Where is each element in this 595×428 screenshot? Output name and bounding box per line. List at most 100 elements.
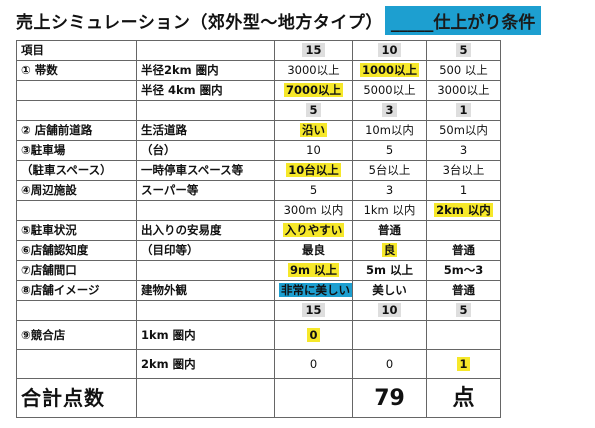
row-sub: （目印等） <box>136 240 275 261</box>
row-label-empty <box>16 349 137 379</box>
total-label: 合計点数 <box>16 378 137 418</box>
cell-highlight: 沿い <box>300 123 327 137</box>
row-sub-empty <box>136 300 275 321</box>
row-label: ④周辺施設 <box>16 180 137 201</box>
row-sub: 半径 4km 圏内 <box>136 80 275 101</box>
cell: 3台以上 <box>426 160 501 181</box>
total-empty <box>274 378 353 418</box>
cell: 10m以内 <box>352 120 427 141</box>
title-highlight-text: _____仕上がり条件 <box>390 12 536 33</box>
score: 1 <box>456 103 471 117</box>
cell: 0 <box>352 349 427 379</box>
cell: 3000以上 <box>274 60 353 81</box>
row-sub-empty <box>136 260 275 281</box>
row-label: ⑦店舗間口 <box>16 260 137 281</box>
cell: 50m以内 <box>426 120 501 141</box>
page-title: 売上シミュレーション（郊外型～地方タイプ） <box>16 12 383 33</box>
cell-highlight: 7000以上 <box>283 83 343 97</box>
cell-highlight: 9m 以上 <box>288 263 339 277</box>
cell: 普通 <box>426 240 501 261</box>
header-score-2: 10 <box>378 43 401 57</box>
cell: 500 以上 <box>426 60 501 81</box>
score: 3 <box>382 103 397 117</box>
cell <box>426 220 501 241</box>
total-empty <box>136 378 275 418</box>
cell: 1km 以内 <box>352 200 427 221</box>
table-row: ⑨競合店 1km 圏内 0 <box>16 320 501 350</box>
cell: 普通 <box>426 280 501 301</box>
cell: 0 <box>274 349 353 379</box>
row-sub-empty <box>136 100 275 121</box>
cell-highlight: 10台以上 <box>286 163 341 177</box>
cell: 5m～3 <box>426 260 501 281</box>
table-row: 300m 以内 1km 以内 2km 以内 <box>16 200 501 221</box>
cell: 5000以上 <box>352 80 427 101</box>
score: 5 <box>306 103 321 117</box>
cell-highlight-blue: 非常に美しい <box>279 283 352 297</box>
row-label-empty <box>16 200 137 221</box>
score: 1 <box>426 180 501 201</box>
cell: 美しい <box>352 280 427 301</box>
cell-highlight: 入りやすい <box>282 223 345 237</box>
row-sub: 半径2km 圏内 <box>136 60 275 81</box>
title-highlight: _____仕上がり条件 <box>384 5 542 35</box>
table-row: 5 3 1 <box>16 100 501 121</box>
header-empty <box>136 40 275 61</box>
cell: 5m 以上 <box>352 260 427 281</box>
table-row: 半径 4km 圏内 7000以上 5000以上 3000以上 <box>16 80 501 101</box>
total-unit: 点 <box>426 378 501 418</box>
table-row: ⑧店舗イメージ 建物外観 非常に美しい 美しい 普通 <box>16 280 501 301</box>
row-label: ⑨競合店 <box>16 320 137 350</box>
header-score-3: 5 <box>456 43 471 57</box>
cell: 300m 以内 <box>274 200 353 221</box>
cell-highlight: 1000以上 <box>359 63 419 77</box>
score: 5 <box>456 303 471 317</box>
row-label: （駐車スペース） <box>16 160 137 181</box>
row-label: ③駐車場 <box>16 140 137 161</box>
row-sub: スーパー等 <box>136 180 275 201</box>
table-row: （駐車スペース） 一時停車スペース等 10台以上 5台以上 3台以上 <box>16 160 501 181</box>
table-row: ⑤駐車状況 出入りの安易度 入りやすい 普通 <box>16 220 501 241</box>
header-label: 項目 <box>16 40 137 61</box>
table-row: ④周辺施設 スーパー等 5 3 1 <box>16 180 501 201</box>
cell: 3000以上 <box>426 80 501 101</box>
cell <box>352 320 427 350</box>
table-row: ⑦店舗間口 9m 以上 5m 以上 5m～3 <box>16 260 501 281</box>
simulation-table: 項目 15 10 5 ① 帯数 半径2km 圏内 3000以上 1000以上 5… <box>16 40 501 418</box>
table-row: ⑥店舗認知度 （目印等） 最良 良 普通 <box>16 240 501 261</box>
row-sub: 1km 圏内 <box>136 320 275 350</box>
score: 10 <box>378 303 401 317</box>
row-sub: 出入りの安易度 <box>136 220 275 241</box>
cell <box>426 320 501 350</box>
row-label-empty <box>16 300 137 321</box>
score: 3 <box>426 140 501 161</box>
score: 5 <box>274 180 353 201</box>
row-sub: 2km 圏内 <box>136 349 275 379</box>
cell: 最良 <box>274 240 353 261</box>
score: 3 <box>352 180 427 201</box>
row-label: ⑧店舗イメージ <box>16 280 137 301</box>
total-value: 79 <box>352 378 427 418</box>
cell-highlight: 2km 以内 <box>434 203 493 217</box>
row-label: ② 店舗前道路 <box>16 120 137 141</box>
table-row: ③駐車場 （台） 10 5 3 <box>16 140 501 161</box>
title-row: 売上シミュレーション（郊外型～地方タイプ） _____仕上がり条件 <box>16 4 542 36</box>
score: 15 <box>302 303 325 317</box>
row-label: ① 帯数 <box>16 60 137 81</box>
row-sub-empty <box>136 200 275 221</box>
table-row: ① 帯数 半径2km 圏内 3000以上 1000以上 500 以上 <box>16 60 501 81</box>
cell-highlight: 良 <box>381 243 398 257</box>
total-row: 合計点数 79 点 <box>16 378 501 418</box>
cell-highlight: 1 <box>457 356 470 371</box>
row-sub: 一時停車スペース等 <box>136 160 275 181</box>
table-header-row: 項目 15 10 5 <box>16 40 501 61</box>
row-sub: （台） <box>136 140 275 161</box>
table-row: 2km 圏内 0 0 1 <box>16 349 501 379</box>
cell-highlight: 0 <box>307 327 320 342</box>
score: 10 <box>274 140 353 161</box>
row-sub: 建物外観 <box>136 280 275 301</box>
row-label-empty <box>16 100 137 121</box>
row-label: ⑥店舗認知度 <box>16 240 137 261</box>
cell: 5台以上 <box>352 160 427 181</box>
table-row: 15 10 5 <box>16 300 501 321</box>
